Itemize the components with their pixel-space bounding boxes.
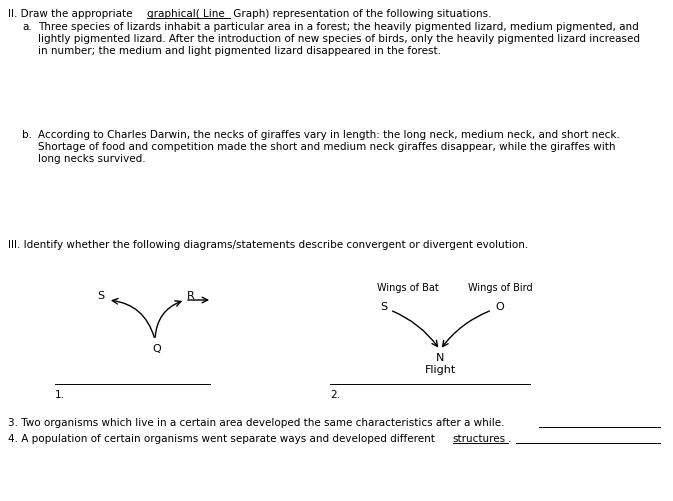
- Text: Wings of Bird: Wings of Bird: [468, 283, 532, 293]
- Text: According to Charles Darwin, the necks of giraffes vary in length: the long neck: According to Charles Darwin, the necks o…: [38, 130, 620, 140]
- Text: Q: Q: [153, 344, 162, 354]
- Text: S: S: [380, 302, 387, 312]
- Text: structures: structures: [452, 434, 505, 444]
- Text: b.: b.: [22, 130, 32, 140]
- Text: lightly pigmented lizard. After the introduction of new species of birds, only t: lightly pigmented lizard. After the intr…: [38, 34, 640, 44]
- Text: 2.: 2.: [330, 390, 340, 400]
- Text: graphical( Line: graphical( Line: [147, 9, 225, 19]
- Text: 4. A population of certain organisms went separate ways and developed different: 4. A population of certain organisms wen…: [8, 434, 438, 444]
- Text: II. Draw the appropriate: II. Draw the appropriate: [8, 9, 136, 19]
- Text: 3. Two organisms which live in a certain area developed the same characteristics: 3. Two organisms which live in a certain…: [8, 418, 505, 428]
- Text: N: N: [436, 353, 444, 363]
- Text: .: .: [508, 434, 511, 444]
- Text: long necks survived.: long necks survived.: [38, 154, 145, 164]
- Text: Graph) representation of the following situations.: Graph) representation of the following s…: [230, 9, 492, 19]
- Text: R: R: [187, 291, 194, 301]
- Text: S: S: [97, 291, 104, 301]
- Text: III. Identify whether the following diagrams/statements describe convergent or d: III. Identify whether the following diag…: [8, 240, 528, 250]
- Text: in number; the medium and light pigmented lizard disappeared in the forest.: in number; the medium and light pigmente…: [38, 46, 441, 56]
- Text: O: O: [495, 302, 504, 312]
- Text: Shortage of food and competition made the short and medium neck giraffes disappe: Shortage of food and competition made th…: [38, 142, 616, 152]
- Text: Wings of Bat: Wings of Bat: [377, 283, 439, 293]
- Text: a.: a.: [22, 22, 32, 32]
- Text: Flight: Flight: [425, 365, 456, 375]
- Text: Three species of lizards inhabit a particular area in a forest; the heavily pigm: Three species of lizards inhabit a parti…: [38, 22, 639, 32]
- Text: 1.: 1.: [55, 390, 65, 400]
